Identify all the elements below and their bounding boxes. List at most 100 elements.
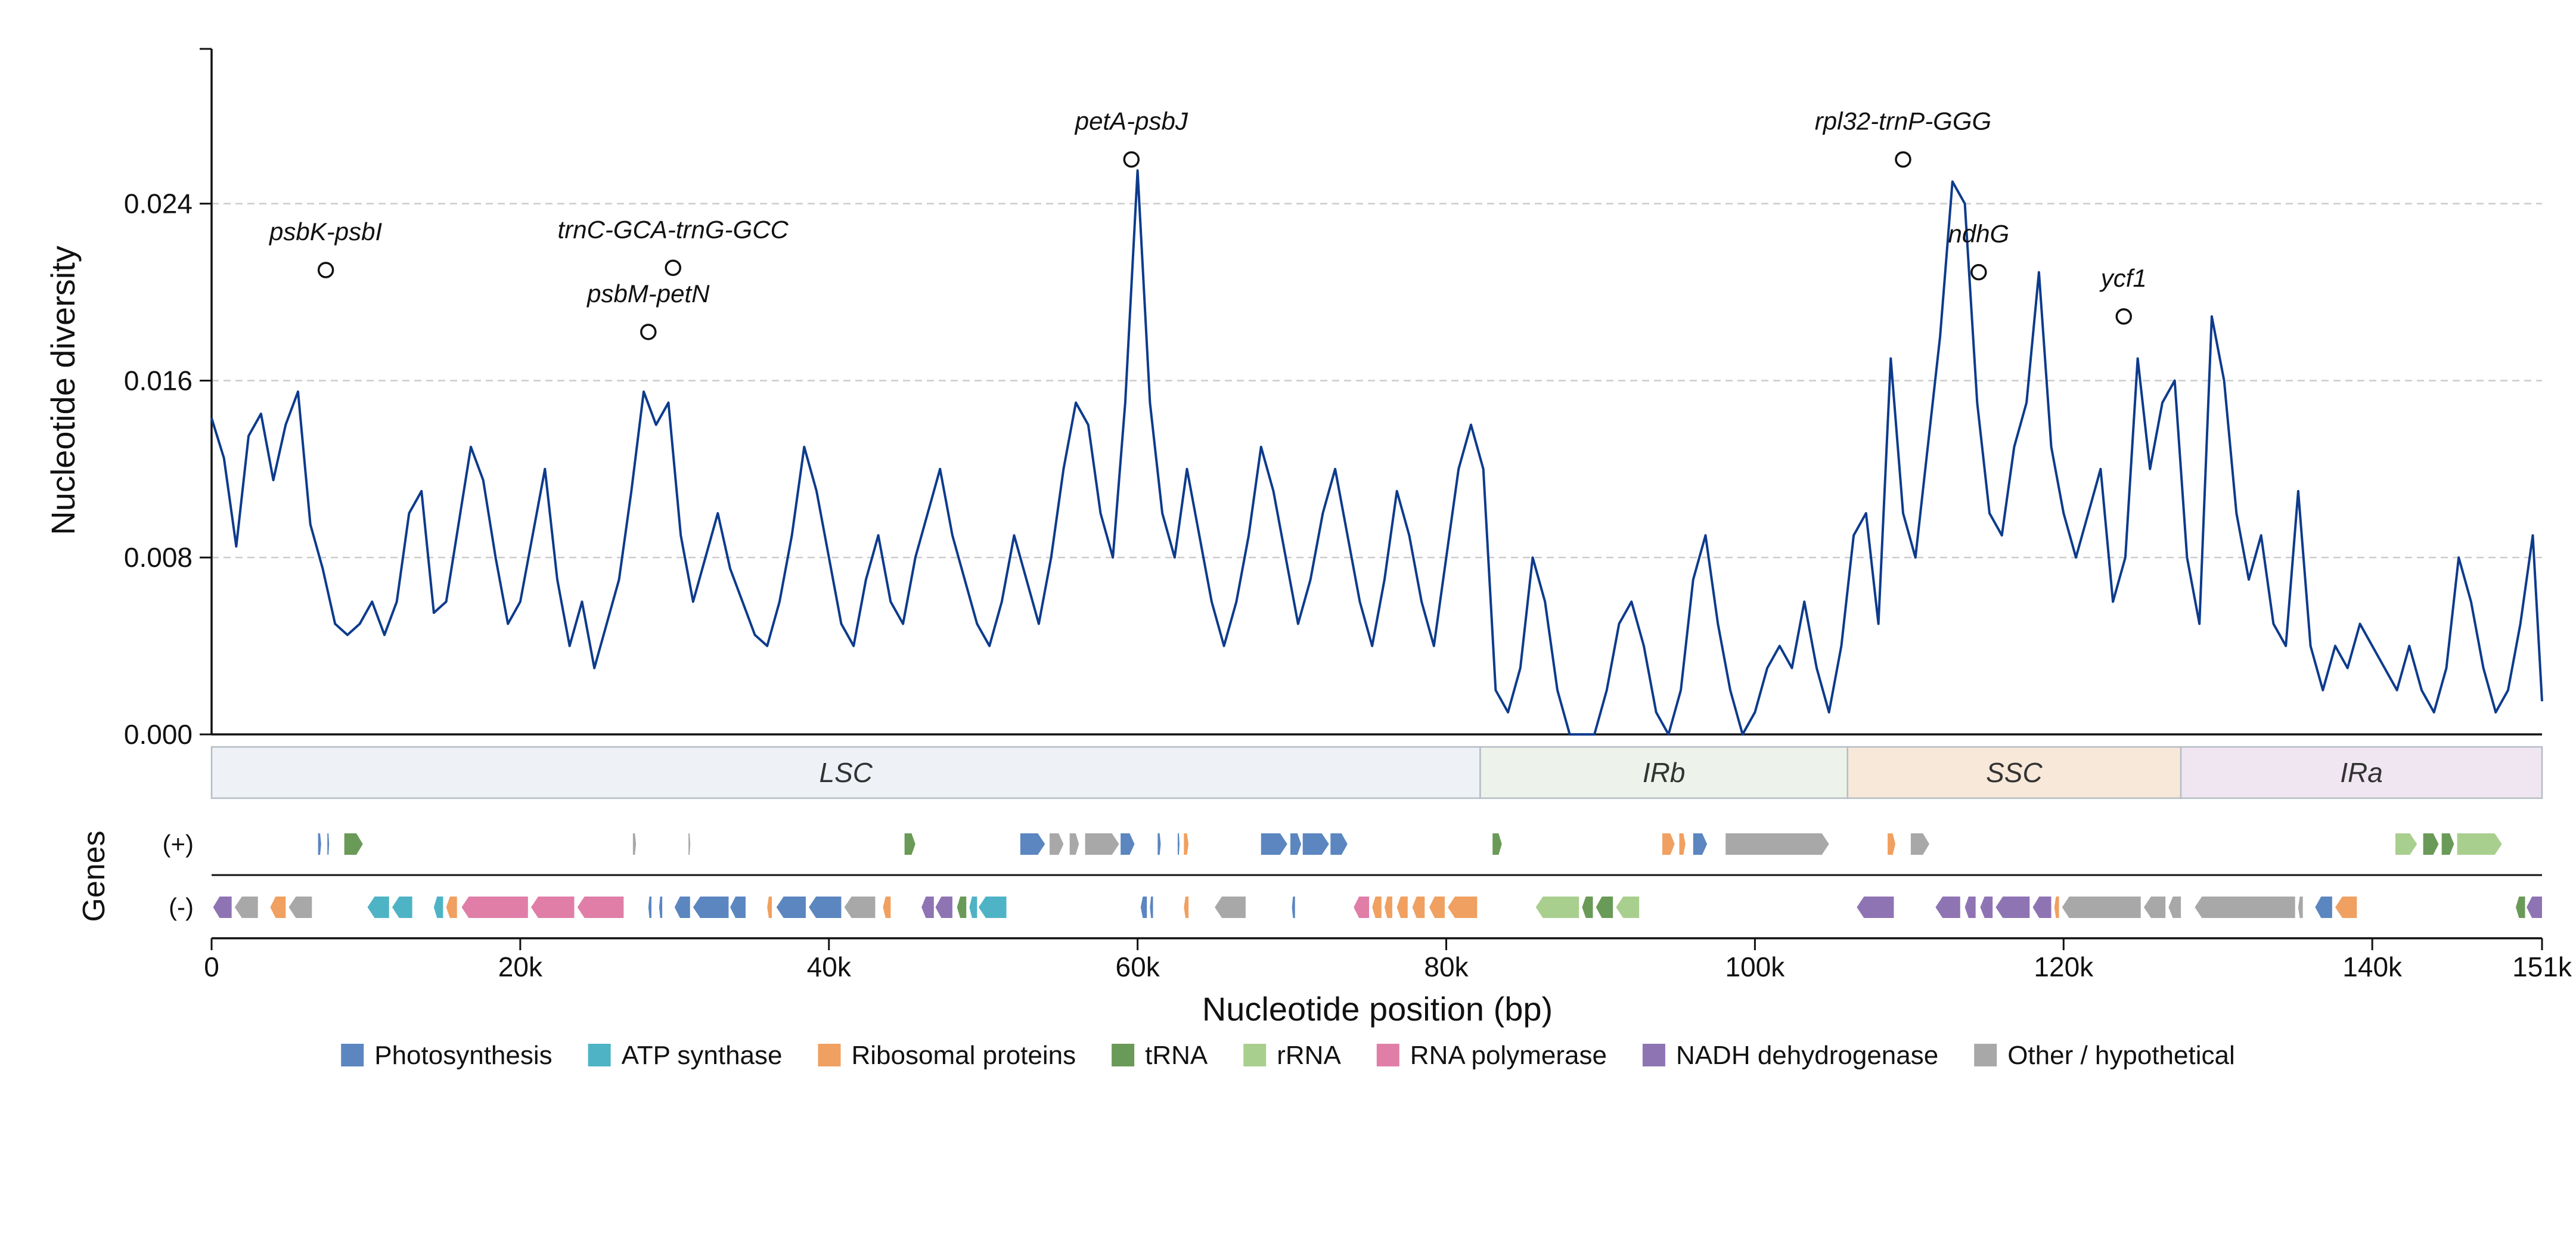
gene-arrow: [767, 897, 772, 918]
gene-arrow: [2054, 897, 2059, 918]
x-tick-label: 40k: [807, 951, 852, 982]
x-tick-label: 80k: [1424, 951, 1469, 982]
gene-arrow: [1157, 833, 1161, 855]
gene-arrow: [2298, 897, 2303, 918]
legend-swatch: [341, 1044, 364, 1066]
peak-marker: [1970, 263, 1987, 281]
gene-arrow: [1261, 833, 1287, 855]
peak-label: rpl32-trnP-GGG: [1815, 107, 1991, 135]
gene-arrow: [531, 897, 575, 918]
legend: Photosynthesis ATP synthase Ribosomal prot…: [341, 1041, 2235, 1070]
peak-label: psbK-psbI: [268, 218, 382, 246]
gene-arrow: [1372, 897, 1382, 918]
genes-title: Genes: [77, 830, 111, 922]
gene-arrow: [1330, 833, 1348, 855]
region-label: IRb: [1643, 757, 1686, 788]
x-tick-label: 140k: [2342, 951, 2403, 982]
gene-arrow: [1429, 897, 1445, 918]
gene-arrow: [392, 897, 412, 918]
y-tick-label: 0.024: [124, 188, 193, 219]
gene-arrow: [1582, 897, 1593, 918]
gene-arrow: [1184, 897, 1189, 918]
gene-arrow: [1354, 897, 1370, 918]
peak-marker: [1123, 151, 1140, 168]
gene-arrow: [2527, 897, 2542, 918]
gene-arrow: [693, 897, 729, 918]
gene-arrow: [1693, 833, 1708, 855]
peak-annotations: psbK-psbI psbM-petN trnC-GCA-trnG-GCC petA-…: [268, 107, 2147, 340]
gene-arrow: [1857, 897, 1894, 918]
gene-arrow: [344, 833, 363, 855]
gene-arrow: [2441, 833, 2454, 855]
gene-arrow: [1935, 897, 1960, 918]
x-tick-label: 151k: [2512, 951, 2572, 982]
gene-arrow: [844, 897, 876, 918]
gene-arrow: [688, 833, 691, 855]
gene-arrow: [1964, 897, 1976, 918]
gene-arrow: [213, 897, 232, 918]
region-box: [1479, 746, 1849, 799]
gene-arrow: [632, 833, 637, 855]
gene-arrow: [1412, 897, 1425, 918]
gene-arrow: [809, 897, 842, 918]
legend-swatch: [1112, 1044, 1135, 1066]
x-tick-label: 120k: [2034, 951, 2094, 982]
gene-arrow: [1492, 833, 1502, 855]
legend-swatch: [1642, 1044, 1665, 1066]
legend-swatch: [1376, 1044, 1399, 1066]
gene-arrow: [1910, 833, 1930, 855]
gene-arrow: [957, 897, 967, 918]
gene-arrow: [1679, 833, 1686, 855]
gene-arrow: [883, 897, 891, 918]
gene-arrow: [1050, 833, 1064, 855]
peak-marker: [665, 259, 681, 277]
peak-label: ycf1: [2099, 264, 2147, 292]
region-label: IRa: [2340, 757, 2383, 788]
region-label: SSC: [1986, 757, 2043, 788]
legend-label: Other / hypothetical: [2007, 1041, 2235, 1070]
gene-arrow: [327, 833, 330, 855]
gene-arrow: [978, 897, 1007, 918]
gene-arrow: [1384, 897, 1392, 918]
gene-arrow: [2143, 897, 2166, 918]
gene-arrow: [1085, 833, 1119, 855]
gene-arrow: [776, 897, 806, 918]
diversity-series: [210, 169, 2543, 736]
x-tick-label: 60k: [1116, 951, 1160, 982]
gene-arrow: [1177, 833, 1180, 855]
gene-arrow: [433, 897, 443, 918]
gene-arrow: [2395, 833, 2417, 855]
gene-arrow: [1215, 897, 1246, 918]
genome-regions: LSC IRb SSC IRa: [210, 746, 2543, 799]
legend-label: RNA polymerase: [1410, 1041, 1607, 1070]
legend-swatch: [588, 1044, 611, 1066]
gene-arrow: [446, 897, 457, 918]
y-axis-title: Nucleotide diversity: [44, 246, 82, 535]
legend-label: Ribosomal proteins: [851, 1041, 1076, 1070]
legend-label: tRNA: [1145, 1041, 1208, 1070]
gene-arrow: [2032, 897, 2052, 918]
peak-label: ndhG: [1948, 220, 2009, 248]
gene-arrow: [234, 897, 258, 918]
x-tick-label: 0: [204, 951, 219, 982]
gene-arrow: [2457, 833, 2502, 855]
legend-swatch: [818, 1044, 841, 1066]
gene-arrow: [1616, 897, 1640, 918]
gene-arrow: [1888, 833, 1896, 855]
y-tick-label: 0.000: [124, 719, 193, 750]
gene-arrow: [1596, 897, 1613, 918]
gene-arrow: [1184, 833, 1189, 855]
gene-arrow: [2195, 897, 2295, 918]
gene-arrow: [648, 897, 651, 918]
gene-arrow: [2423, 833, 2439, 855]
peak-marker: [640, 324, 657, 340]
x-tick-label: 20k: [498, 951, 543, 982]
gene-arrow: [1448, 897, 1478, 918]
gene-arrow: [935, 897, 952, 918]
gene-arrow: [1302, 833, 1329, 855]
gene-arrow: [2062, 897, 2141, 918]
gene-arrow: [367, 897, 389, 918]
gene-arrow: [1662, 833, 1675, 855]
axes: 0.000 0.008 0.016 0.024 0 20k 40k 60k 80k 100k 120…: [124, 48, 2572, 982]
